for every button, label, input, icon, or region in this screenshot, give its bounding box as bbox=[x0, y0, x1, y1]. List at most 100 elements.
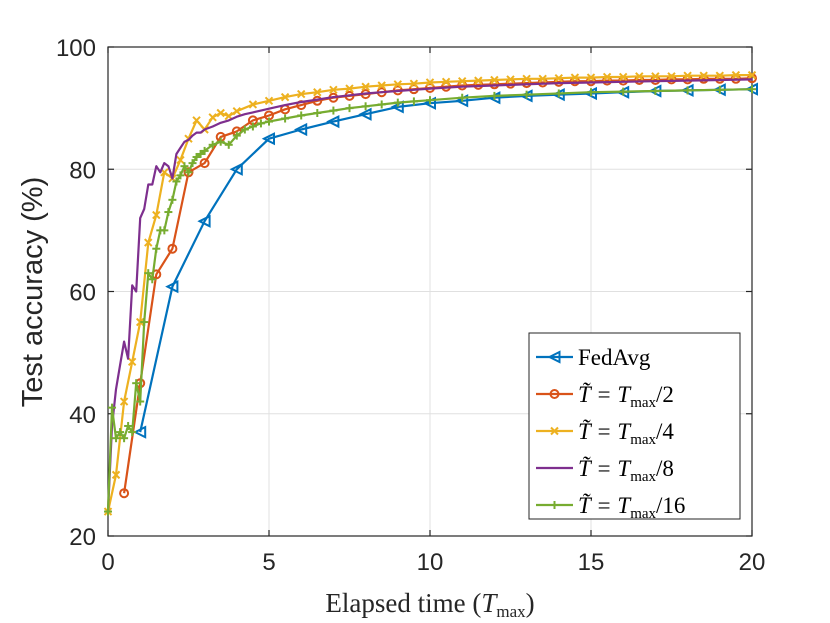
data-point bbox=[364, 92, 367, 95]
data-point bbox=[654, 80, 657, 83]
data-point bbox=[120, 434, 129, 443]
series-4 bbox=[106, 78, 753, 513]
marker-stroke bbox=[329, 85, 338, 94]
marker-stroke bbox=[144, 238, 153, 247]
data-point bbox=[264, 96, 274, 105]
marker-stroke bbox=[127, 357, 137, 367]
data-point bbox=[132, 379, 141, 388]
data-point bbox=[345, 104, 354, 113]
marker-stroke bbox=[377, 81, 386, 90]
data-point bbox=[127, 357, 137, 367]
data-point bbox=[602, 72, 612, 82]
data-point bbox=[191, 134, 194, 137]
x-axis-label-t: T bbox=[481, 588, 498, 618]
legend-entry-5: T̃ = Tmax/16 bbox=[536, 492, 685, 522]
data-point bbox=[148, 275, 157, 284]
data-point bbox=[152, 244, 161, 253]
data-point bbox=[196, 149, 205, 158]
data-point bbox=[329, 106, 338, 115]
legend-entry-1: FedAvg bbox=[536, 345, 651, 370]
y-axis-label: Test accuracy (%) bbox=[17, 177, 49, 407]
data-point bbox=[163, 162, 166, 164]
legend-label: FedAvg bbox=[578, 345, 651, 370]
data-point bbox=[135, 290, 137, 293]
data-point bbox=[635, 72, 644, 81]
data-point bbox=[168, 195, 177, 204]
data-point bbox=[216, 108, 225, 118]
data-point bbox=[119, 364, 121, 366]
marker-stroke bbox=[586, 73, 596, 82]
marker-stroke bbox=[192, 116, 201, 125]
y-tick-label: 40 bbox=[69, 402, 96, 429]
data-point bbox=[197, 214, 211, 228]
data-point bbox=[393, 98, 402, 107]
data-point bbox=[284, 104, 286, 106]
data-point bbox=[183, 140, 186, 143]
marker-stroke bbox=[216, 108, 225, 118]
data-point bbox=[280, 92, 290, 102]
data-point bbox=[397, 90, 399, 92]
marker-stroke bbox=[635, 72, 644, 81]
data-point bbox=[570, 73, 580, 82]
legend-label: T̃ = Tmax/4 bbox=[578, 418, 674, 448]
marker-stroke bbox=[506, 75, 515, 84]
marker-stroke bbox=[550, 426, 559, 436]
x-axis-label-suffix: ) bbox=[526, 588, 535, 618]
data-point bbox=[124, 421, 133, 430]
legend-label-denominator: /8 bbox=[656, 456, 674, 481]
data-point bbox=[429, 87, 431, 90]
y-tick-label: 80 bbox=[69, 157, 96, 184]
marker-stroke bbox=[667, 72, 676, 81]
legend-entry-4: T̃ = Tmax/8 bbox=[536, 455, 674, 485]
marker-stroke bbox=[715, 71, 725, 80]
data-point bbox=[244, 113, 246, 116]
data-point bbox=[256, 119, 265, 128]
data-point bbox=[200, 146, 209, 155]
data-point bbox=[192, 116, 201, 125]
data-point bbox=[409, 79, 419, 88]
data-point bbox=[747, 70, 757, 80]
series-3 bbox=[103, 70, 757, 516]
marker-stroke bbox=[522, 74, 531, 83]
data-point bbox=[208, 113, 217, 122]
data-point bbox=[461, 85, 464, 88]
marker-stroke bbox=[651, 72, 660, 81]
data-point bbox=[265, 117, 273, 126]
marker-stroke bbox=[570, 73, 580, 82]
data-point bbox=[316, 98, 319, 101]
data-point bbox=[493, 84, 496, 87]
marker-stroke bbox=[176, 155, 185, 165]
data-point bbox=[297, 111, 306, 120]
data-point bbox=[229, 162, 243, 176]
marker-stroke bbox=[747, 70, 757, 80]
marker-stroke bbox=[135, 317, 145, 327]
x-tick-label: 10 bbox=[417, 549, 444, 576]
data-point bbox=[296, 89, 306, 99]
data-point bbox=[119, 397, 129, 406]
legend-label: T̃ = Tmax/8 bbox=[578, 455, 674, 485]
data-point bbox=[123, 340, 125, 343]
marker-stroke bbox=[264, 96, 274, 105]
data-point bbox=[358, 107, 372, 121]
data-point bbox=[112, 434, 121, 443]
data-point bbox=[377, 100, 386, 109]
data-point bbox=[441, 77, 451, 87]
data-point bbox=[195, 131, 198, 134]
data-point bbox=[232, 106, 242, 116]
data-point bbox=[293, 122, 308, 137]
marker-stroke bbox=[618, 72, 628, 82]
data-point bbox=[361, 82, 370, 91]
data-point bbox=[155, 165, 158, 167]
data-point bbox=[127, 357, 129, 360]
y-tick-label: 60 bbox=[69, 280, 96, 307]
marker-stroke bbox=[361, 82, 370, 91]
data-point bbox=[332, 96, 335, 98]
x-tick-label: 20 bbox=[739, 549, 766, 576]
marker-stroke bbox=[441, 77, 451, 87]
data-point bbox=[219, 121, 222, 124]
marker-stroke bbox=[731, 70, 741, 80]
data-point bbox=[224, 140, 233, 149]
y-tick-label: 100 bbox=[56, 35, 96, 62]
marker-stroke bbox=[313, 88, 322, 97]
